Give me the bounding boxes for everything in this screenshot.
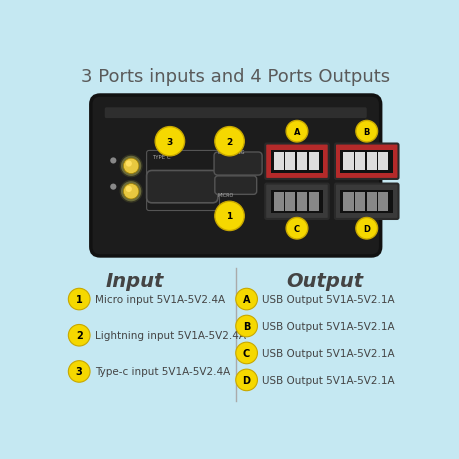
Bar [343,193,353,211]
Bar [273,153,283,171]
Text: D: D [242,375,250,385]
Text: B: B [242,321,250,331]
Text: 3 Ports inputs and 4 Ports Outputs: 3 Ports inputs and 4 Ports Outputs [81,67,390,85]
Circle shape [214,127,244,157]
Text: 1: 1 [76,294,83,304]
Circle shape [125,186,132,193]
Circle shape [235,315,257,337]
Text: C: C [293,224,299,233]
Bar [308,193,318,211]
Circle shape [120,181,142,202]
Circle shape [285,218,307,240]
Bar [340,151,392,174]
Circle shape [214,202,244,231]
FancyBboxPatch shape [213,153,262,176]
Bar [270,190,323,213]
Text: A: A [242,294,250,304]
Circle shape [235,342,257,364]
Bar [285,153,295,171]
Text: 2: 2 [76,330,83,341]
Circle shape [68,289,90,310]
Text: C: C [242,348,250,358]
Text: USB Output 5V1A-5V2.1A: USB Output 5V1A-5V2.1A [262,321,394,331]
Text: MICRO: MICRO [218,193,234,198]
Bar [270,151,323,174]
Circle shape [155,127,184,157]
Bar [366,193,376,211]
FancyBboxPatch shape [214,176,256,195]
Text: 2: 2 [226,137,232,146]
Text: LIGHTNING: LIGHTNING [218,150,245,155]
Text: Output: Output [285,272,363,291]
Text: Input: Input [106,272,164,291]
FancyBboxPatch shape [105,108,366,119]
Text: USB Output 5V1A-5V2.1A: USB Output 5V1A-5V2.1A [262,348,394,358]
Circle shape [125,161,132,167]
Bar [340,190,392,213]
Text: 1: 1 [226,212,232,221]
Text: A: A [293,128,300,136]
FancyBboxPatch shape [334,184,397,219]
Bar [378,153,387,171]
Circle shape [355,121,377,143]
Bar [273,193,283,211]
Bar [297,193,307,211]
Circle shape [235,369,257,391]
Text: 3: 3 [76,367,83,377]
Circle shape [355,218,377,240]
Text: Micro input 5V1A-5V2.4A: Micro input 5V1A-5V2.4A [95,294,224,304]
Bar [308,153,318,171]
Text: Type-c input 5V1A-5V2.4A: Type-c input 5V1A-5V2.4A [95,367,230,377]
Circle shape [110,184,116,190]
Text: USB Output 5V1A-5V2.1A: USB Output 5V1A-5V2.1A [262,294,394,304]
Bar [366,153,376,171]
Bar [297,153,307,171]
Bar [343,153,353,171]
Text: USB Output 5V1A-5V2.1A: USB Output 5V1A-5V2.1A [262,375,394,385]
Circle shape [110,158,116,164]
Circle shape [235,289,257,310]
Text: Lightning input 5V1A-5V2.4A: Lightning input 5V1A-5V2.4A [95,330,245,341]
Text: D: D [363,224,369,233]
Text: 3: 3 [166,137,173,146]
Circle shape [68,361,90,382]
Bar [378,193,387,211]
Bar [285,193,295,211]
Circle shape [285,121,307,143]
Bar [354,153,364,171]
FancyBboxPatch shape [146,171,218,203]
Circle shape [123,184,139,200]
Text: TYPE C: TYPE C [152,155,170,160]
Circle shape [123,159,139,174]
Text: B: B [363,128,369,136]
FancyBboxPatch shape [265,144,328,179]
FancyBboxPatch shape [265,184,328,219]
FancyBboxPatch shape [90,96,380,257]
Circle shape [120,156,142,177]
Circle shape [68,325,90,346]
FancyBboxPatch shape [334,144,397,179]
Bar [354,193,364,211]
